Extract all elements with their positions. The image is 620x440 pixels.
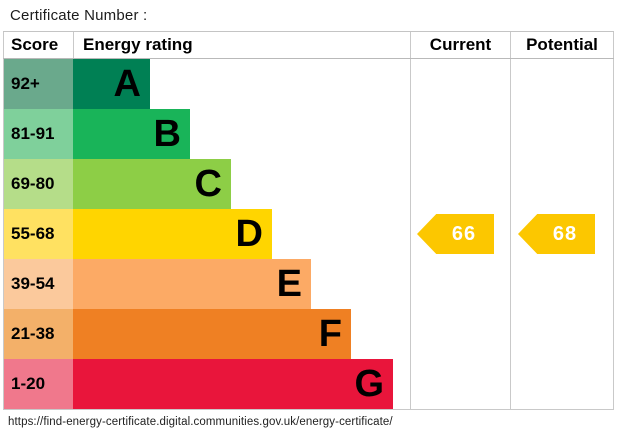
energy-rating-column-header: Energy rating xyxy=(73,32,410,58)
band-d-current-cell: 66 xyxy=(410,209,510,259)
band-c-bar: C xyxy=(73,159,231,209)
band-g-score-range: 1-20 xyxy=(3,359,73,409)
certificate-number-label: Certificate Number : xyxy=(10,7,148,24)
band-b-current-cell xyxy=(410,109,510,159)
certificate-url-text: https://find-energy-certificate.digital.… xyxy=(8,416,393,428)
band-e-potential-cell xyxy=(510,259,614,309)
band-c-current-cell xyxy=(410,159,510,209)
potential-rating-arrow: 68 xyxy=(518,214,595,254)
band-d-potential-cell: 68 xyxy=(510,209,614,259)
potential-column-header: Potential xyxy=(510,32,614,58)
band-a-current-cell xyxy=(410,59,510,109)
band-g-potential-cell xyxy=(510,359,614,409)
band-row-g: 1-20 G xyxy=(3,359,614,409)
band-b-score-range: 81-91 xyxy=(3,109,73,159)
band-row-f: 21-38 F xyxy=(3,309,614,359)
band-f-current-cell xyxy=(410,309,510,359)
band-b-potential-cell xyxy=(510,109,614,159)
band-row-c: 69-80 C xyxy=(3,159,614,209)
band-f-potential-cell xyxy=(510,309,614,359)
band-f-bar: F xyxy=(73,309,351,359)
current-column-header: Current xyxy=(410,32,510,58)
band-row-a: 92+ A xyxy=(3,59,614,109)
band-a-potential-cell xyxy=(510,59,614,109)
chart-header-row: Score Energy rating Current Potential xyxy=(3,32,614,59)
band-c-score-range: 69-80 xyxy=(3,159,73,209)
band-a-score-range: 92+ xyxy=(3,59,73,109)
current-rating-arrow: 66 xyxy=(417,214,494,254)
band-b-bar: B xyxy=(73,109,190,159)
band-row-e: 39-54 E xyxy=(3,259,614,309)
band-row-b: 81-91 B xyxy=(3,109,614,159)
band-row-d: 55-68 D 66 68 xyxy=(3,209,614,259)
score-column-header: Score xyxy=(3,32,73,58)
band-a-bar: A xyxy=(73,59,150,109)
band-e-bar: E xyxy=(73,259,311,309)
band-d-score-range: 55-68 xyxy=(3,209,73,259)
band-e-score-range: 39-54 xyxy=(3,259,73,309)
energy-rating-chart: Score Energy rating Current Potential 92… xyxy=(3,31,614,410)
band-f-score-range: 21-38 xyxy=(3,309,73,359)
band-g-current-cell xyxy=(410,359,510,409)
band-d-bar: D xyxy=(73,209,272,259)
band-e-current-cell xyxy=(410,259,510,309)
band-c-potential-cell xyxy=(510,159,614,209)
band-g-bar: G xyxy=(73,359,393,409)
